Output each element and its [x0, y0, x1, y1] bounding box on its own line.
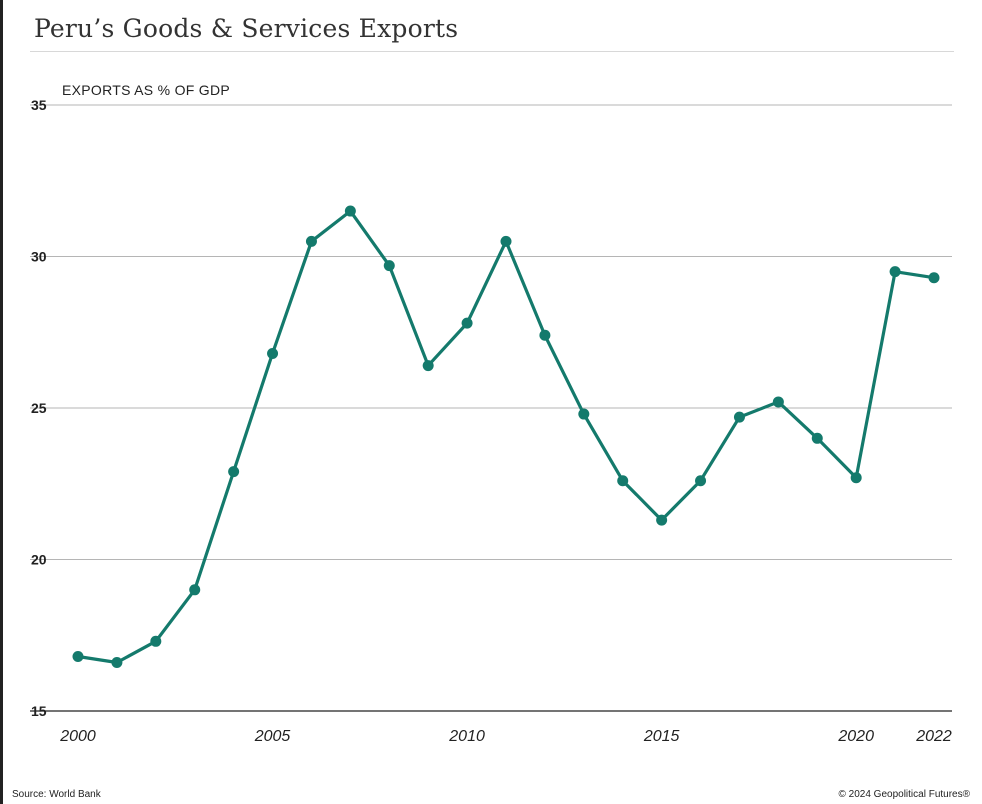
title-divider [30, 51, 954, 52]
y-tick-label: 20 [31, 552, 47, 568]
data-point [228, 466, 240, 478]
data-point [305, 235, 317, 247]
y-tick-label: 15 [31, 703, 47, 719]
data-point [928, 272, 940, 284]
data-point [383, 260, 395, 272]
y-tick-label: 25 [31, 400, 47, 416]
x-tick-label: 2000 [59, 728, 96, 745]
x-tick-label: 2010 [448, 728, 485, 745]
data-point [500, 235, 512, 247]
series-layer [72, 205, 940, 669]
y-tick-label: 35 [31, 97, 47, 113]
series-line [76, 209, 936, 665]
y-tick-label: 30 [31, 249, 47, 265]
copyright-note: © 2024 Geopolitical Futures® [838, 789, 970, 800]
source-note: Source: World Bank [12, 789, 101, 800]
chart-title: Peru’s Goods & Services Exports [34, 14, 459, 43]
x-tick-label: 2020 [837, 728, 874, 745]
data-point [617, 475, 629, 487]
data-point [656, 514, 668, 526]
y-tick-labels: 15 20 25 30 35 [31, 97, 47, 719]
gridlines [30, 104, 952, 712]
data-point [578, 408, 590, 420]
data-point [695, 475, 707, 487]
data-point [150, 635, 162, 647]
data-point [539, 329, 551, 341]
data-point [772, 396, 784, 408]
data-point [111, 657, 123, 669]
x-tick-label: 2022 [915, 728, 952, 745]
data-point [72, 650, 84, 662]
y-axis-label: EXPORTS AS % OF GDP [62, 82, 231, 98]
data-point [189, 584, 201, 596]
x-tick-labels: 2000 2005 2010 2015 2020 2022 [59, 728, 952, 745]
data-point [344, 205, 356, 217]
data-point [267, 347, 279, 359]
left-border [0, 0, 3, 804]
data-point [461, 317, 473, 329]
data-point [850, 472, 862, 484]
data-point [422, 360, 434, 372]
x-tick-label: 2005 [254, 728, 291, 745]
x-tick-label: 2015 [643, 728, 680, 745]
data-point [889, 266, 901, 278]
data-point [811, 432, 823, 444]
data-point [733, 411, 745, 423]
